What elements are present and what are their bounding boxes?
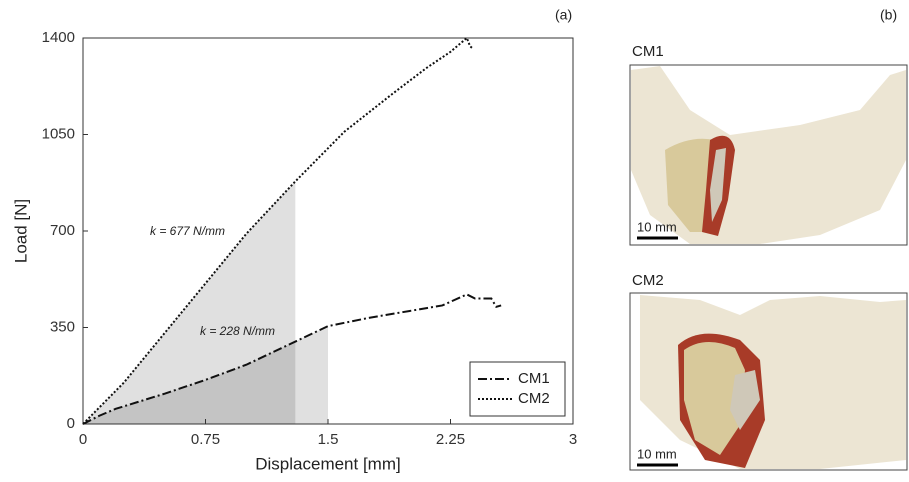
annotation: k = 228 N/mm xyxy=(200,324,275,338)
legend-label: CM1 xyxy=(518,370,550,387)
x-tick-label: 2.25 xyxy=(436,431,465,448)
fit-region xyxy=(83,181,296,424)
legend-box xyxy=(469,361,566,417)
x-axis-label: Displacement [mm] xyxy=(255,454,400,473)
panel-label: (a) xyxy=(555,7,572,23)
data-line xyxy=(82,293,502,425)
scale-label: 10 mm xyxy=(637,446,677,461)
x-tick-label: 3 xyxy=(569,431,577,448)
data-line xyxy=(82,36,475,425)
image-title: CM1 xyxy=(632,43,664,60)
scale-label: 10 mm xyxy=(637,219,677,234)
bone-image xyxy=(629,292,908,471)
x-tick-label: 1.5 xyxy=(318,431,339,448)
y-tick-label: 0 xyxy=(67,415,75,432)
x-tick-label: 0 xyxy=(79,431,87,448)
fit-region xyxy=(83,326,328,424)
image-title: CM2 xyxy=(632,272,664,289)
y-axis-label: Load [N] xyxy=(11,199,30,263)
annotation: k = 677 N/mm xyxy=(150,224,225,238)
y-tick-label: 350 xyxy=(50,318,75,335)
panel-label: (b) xyxy=(880,7,897,23)
x-tick-label: 0.75 xyxy=(191,431,220,448)
bone-image xyxy=(629,64,908,246)
y-tick-label: 700 xyxy=(50,222,75,239)
y-tick-label: 1050 xyxy=(42,125,75,142)
legend-label: CM2 xyxy=(518,390,550,407)
y-tick-label: 1400 xyxy=(42,29,75,46)
